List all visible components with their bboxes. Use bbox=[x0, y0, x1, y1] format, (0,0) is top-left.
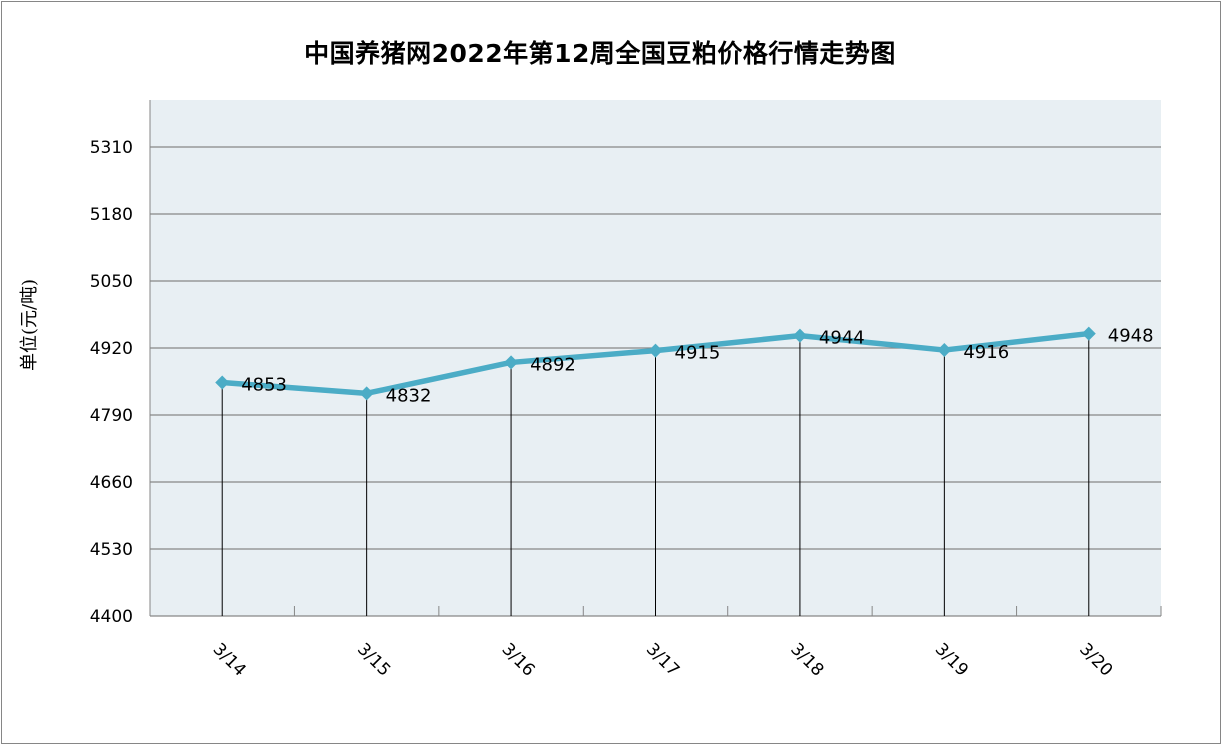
diamond-marker-icon bbox=[648, 343, 663, 358]
y-tick-label: 4790 bbox=[90, 406, 133, 426]
x-tick-label: 3/16 bbox=[498, 639, 539, 680]
chart-title: 中国养猪网2022年第12周全国豆粕价格行情走势图 bbox=[304, 39, 896, 68]
data-label: 4832 bbox=[386, 385, 432, 406]
diamond-marker-icon bbox=[359, 386, 374, 401]
diamond-marker-icon bbox=[504, 355, 519, 370]
diamond-marker-icon bbox=[1081, 326, 1096, 341]
data-label: 4853 bbox=[241, 375, 287, 396]
data-labels: 4853 4832 4892 4915 4944 4916 4948 bbox=[241, 326, 1153, 407]
x-tick-label: 3/15 bbox=[353, 639, 394, 680]
diamond-marker-icon bbox=[792, 328, 807, 343]
y-tick-label: 4920 bbox=[90, 339, 133, 359]
diamond-marker-icon bbox=[215, 375, 230, 390]
y-tick-label: 5310 bbox=[90, 138, 133, 158]
y-tick-label: 4400 bbox=[90, 607, 133, 627]
y-axis-ticks: 4400 4530 4660 4790 4920 5050 5180 5310 bbox=[90, 138, 133, 627]
y-tick-label: 5180 bbox=[90, 205, 133, 225]
data-label: 4944 bbox=[819, 328, 865, 349]
data-label: 4892 bbox=[530, 354, 576, 375]
drop-lines bbox=[221, 333, 1090, 616]
data-label: 4948 bbox=[1108, 326, 1154, 347]
x-tick-label: 3/17 bbox=[642, 639, 683, 680]
x-tick-label: 3/20 bbox=[1075, 639, 1116, 680]
x-tick-label: 3/19 bbox=[931, 639, 972, 680]
data-label: 4916 bbox=[963, 342, 1009, 363]
data-label: 4915 bbox=[675, 343, 721, 364]
y-tick-label: 5050 bbox=[90, 272, 133, 292]
data-markers bbox=[215, 326, 1096, 401]
x-tick-label: 3/18 bbox=[786, 639, 827, 680]
y-tick-label: 4530 bbox=[90, 540, 133, 560]
x-tick-label: 3/14 bbox=[209, 639, 250, 680]
y-tick-label: 4660 bbox=[90, 473, 133, 493]
diamond-marker-icon bbox=[937, 343, 952, 358]
